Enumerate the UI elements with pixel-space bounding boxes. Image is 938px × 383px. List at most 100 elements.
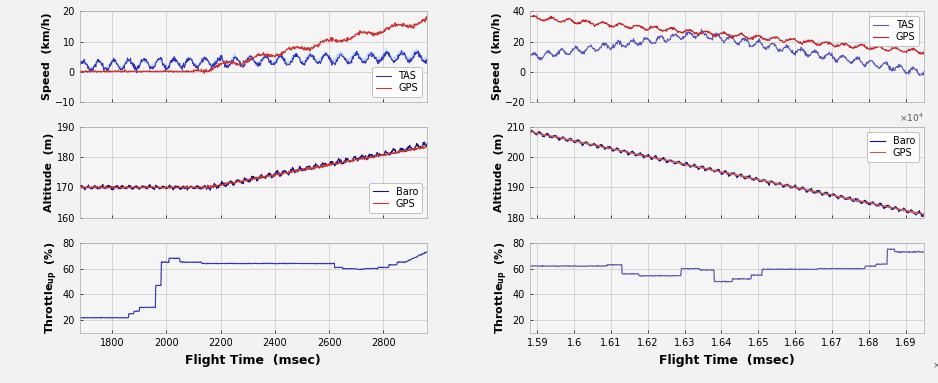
GPS: [96, 185, 107, 190]
Line: GPS: GPS: [530, 131, 924, 215]
Y-axis label: Altitude  (m): Altitude (m): [493, 133, 504, 212]
Y-axis label: Throttle$_{\mathregular{up}}$  (%): Throttle$_{\mathregular{up}}$ (%): [493, 242, 510, 334]
Baro: [776, 182, 787, 187]
TAS: [74, 63, 85, 67]
Line: GPS: GPS: [80, 17, 427, 74]
GPS: [373, 29, 385, 34]
GPS: [524, 130, 536, 134]
GPS: [918, 50, 930, 54]
Baro: [916, 214, 928, 219]
TAS: [396, 49, 407, 53]
Baro: [549, 133, 560, 138]
Legend: TAS, GPS: TAS, GPS: [372, 67, 422, 97]
GPS: [764, 180, 775, 185]
TAS: [338, 54, 349, 59]
TAS: [549, 54, 560, 59]
GPS: [421, 15, 432, 19]
GPS: [276, 49, 287, 54]
GPS: [421, 144, 432, 149]
Baro: [204, 188, 216, 193]
GPS: [764, 38, 775, 43]
GPS: [74, 69, 85, 74]
TAS: [421, 57, 432, 62]
GPS: [96, 69, 107, 74]
GPS: [199, 71, 210, 76]
GPS: [915, 52, 926, 56]
Y-axis label: Speed  (km/h): Speed (km/h): [492, 13, 502, 100]
GPS: [776, 182, 787, 187]
Baro: [276, 171, 287, 176]
TAS: [764, 44, 775, 49]
TAS: [285, 59, 296, 64]
GPS: [525, 129, 537, 134]
GPS: [192, 187, 204, 191]
GPS: [524, 16, 536, 20]
Y-axis label: Throttle$_{\mathregular{up}}$  (%): Throttle$_{\mathregular{up}}$ (%): [43, 242, 60, 334]
TAS: [776, 49, 787, 53]
TAS: [696, 27, 707, 31]
Baro: [526, 128, 537, 133]
GPS: [549, 134, 560, 139]
GPS: [864, 47, 875, 52]
Y-axis label: Speed  (km/h): Speed (km/h): [41, 13, 52, 100]
TAS: [295, 60, 307, 64]
GPS: [285, 169, 296, 173]
TAS: [276, 55, 287, 59]
GPS: [295, 46, 307, 51]
GPS: [338, 159, 349, 164]
TAS: [914, 73, 925, 78]
Baro: [824, 193, 835, 198]
TAS: [864, 59, 875, 64]
GPS: [285, 46, 296, 51]
Legend: Baro, GPS: Baro, GPS: [370, 183, 422, 213]
Baro: [753, 179, 764, 184]
Line: TAS: TAS: [80, 51, 427, 73]
Line: Baro: Baro: [530, 130, 924, 216]
GPS: [549, 17, 560, 22]
TAS: [96, 60, 107, 65]
GPS: [776, 38, 787, 43]
X-axis label: Flight Time  (msec): Flight Time (msec): [186, 354, 321, 367]
Text: $\times10^4$: $\times10^4$: [931, 358, 938, 371]
Baro: [864, 201, 875, 206]
Baro: [285, 167, 296, 172]
TAS: [373, 61, 385, 65]
Baro: [918, 213, 930, 218]
X-axis label: Flight Time  (msec): Flight Time (msec): [659, 354, 794, 367]
GPS: [918, 213, 930, 218]
Line: TAS: TAS: [530, 29, 924, 75]
Baro: [373, 153, 385, 157]
Baro: [421, 142, 432, 146]
GPS: [824, 41, 835, 46]
GPS: [824, 192, 835, 197]
TAS: [524, 54, 536, 59]
Line: GPS: GPS: [80, 146, 427, 189]
GPS: [753, 33, 764, 38]
Text: $\times10^4$: $\times10^4$: [900, 112, 924, 124]
Legend: TAS, GPS: TAS, GPS: [870, 16, 919, 46]
GPS: [276, 172, 287, 177]
Baro: [764, 181, 775, 186]
GPS: [74, 185, 85, 190]
GPS: [528, 13, 539, 18]
TAS: [753, 36, 764, 41]
TAS: [918, 69, 930, 74]
Baro: [295, 167, 307, 171]
GPS: [421, 17, 432, 21]
Baro: [338, 160, 349, 165]
GPS: [417, 144, 429, 149]
Legend: Baro, GPS: Baro, GPS: [867, 132, 919, 162]
GPS: [295, 168, 307, 172]
Baro: [74, 186, 85, 190]
TAS: [824, 50, 835, 54]
Baro: [524, 130, 536, 134]
GPS: [864, 200, 875, 205]
Baro: [419, 140, 431, 144]
Baro: [96, 184, 107, 188]
GPS: [753, 177, 764, 182]
Line: Baro: Baro: [80, 142, 427, 190]
GPS: [338, 38, 349, 43]
TAS: [131, 70, 143, 75]
Line: GPS: GPS: [530, 15, 924, 54]
GPS: [373, 153, 385, 158]
